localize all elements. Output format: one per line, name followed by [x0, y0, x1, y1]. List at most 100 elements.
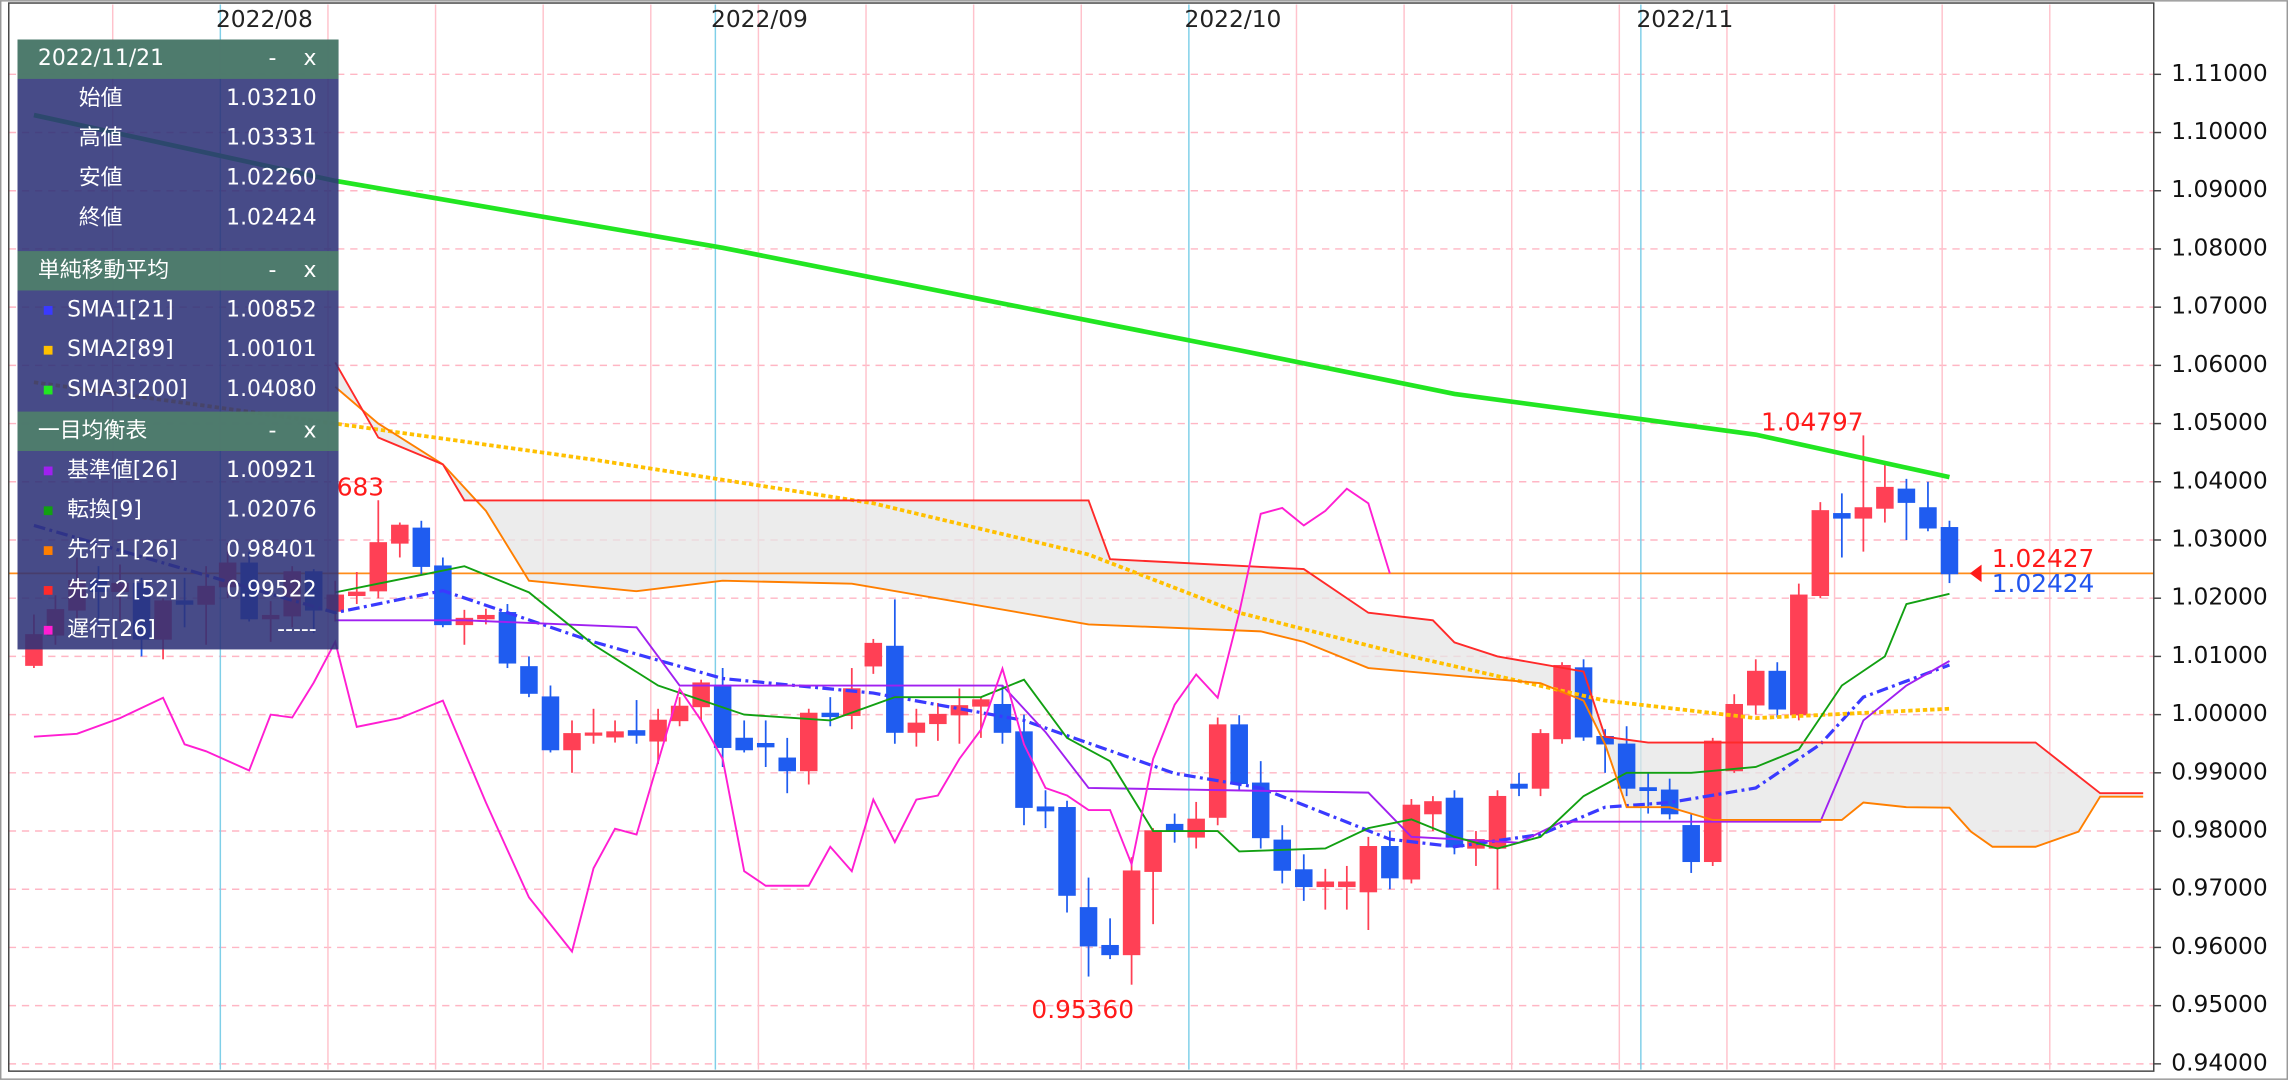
candle-body — [1187, 818, 1205, 838]
row-value: 1.02424 — [226, 205, 316, 230]
candle-body — [434, 565, 452, 626]
annotation: 1.04797 — [1761, 408, 1864, 437]
candle-body — [1230, 724, 1248, 785]
y-tick-label: 0.97000 — [2171, 874, 2267, 902]
candle-body — [1919, 507, 1937, 529]
row-value: 1.02076 — [226, 498, 316, 523]
panel-header — [17, 251, 339, 291]
panel-close[interactable]: x — [304, 258, 317, 283]
candle-body — [1876, 486, 1894, 509]
candle-body — [1940, 527, 1959, 575]
info-panel: 2022/11/21 - x 始値 1.03210 高値 1.03331 安値 1.02260 終… — [17, 39, 339, 650]
legend-label: SMA3[200] — [67, 377, 187, 402]
panel-minimize[interactable]: - — [268, 258, 276, 283]
candle-body — [1122, 870, 1141, 956]
panel-title: 2022/11/21 — [38, 46, 164, 71]
legend-swatch — [43, 586, 53, 595]
row-label: 安値 — [79, 165, 123, 190]
panel-minimize[interactable]: - — [268, 46, 276, 71]
candle-body — [692, 682, 710, 708]
indicator-line — [33, 523, 1951, 849]
panel-close[interactable]: x — [304, 46, 317, 71]
candle-body — [1531, 733, 1550, 789]
candle-body — [907, 722, 926, 733]
y-tick-label: 1.05000 — [2171, 408, 2267, 436]
candle-body — [477, 614, 495, 620]
candle-body — [713, 684, 732, 748]
candle-body — [1682, 825, 1700, 863]
indicator-line — [334, 361, 2144, 795]
y-tick-label: 0.98000 — [2171, 816, 2267, 844]
row-value: 1.04080 — [226, 377, 316, 402]
candle-body — [1747, 670, 1765, 706]
row-label: 終値 — [79, 205, 123, 230]
indicator-line — [33, 112, 1950, 480]
y-tick-label: 1.10000 — [2171, 117, 2267, 145]
row-value: 1.03331 — [226, 126, 316, 151]
row-label: 始値 — [79, 86, 123, 111]
candle-body — [1639, 787, 1657, 792]
candle-body — [886, 645, 904, 733]
price-label: 1.02424 — [1992, 569, 2095, 598]
row-value: 1.03210 — [226, 86, 316, 111]
y-tick-label: 1.03000 — [2171, 524, 2267, 552]
row-value: 1.00921 — [226, 458, 316, 483]
y-tick-label: 1.06000 — [2171, 350, 2267, 378]
candle-body — [1144, 830, 1162, 872]
panel-bg — [17, 39, 339, 650]
candle-body — [348, 591, 366, 597]
x-tick-label: 2022/11 — [1636, 5, 1733, 33]
panel-header — [17, 39, 339, 79]
candle-body — [369, 542, 388, 592]
panel-minimize[interactable]: - — [268, 418, 276, 443]
candle-body — [756, 742, 775, 748]
candle-body — [1768, 670, 1787, 710]
y-tick-label: 1.09000 — [2171, 175, 2267, 203]
legend-swatch — [43, 345, 53, 355]
candle-body — [1079, 907, 1098, 947]
legend-swatch — [43, 506, 53, 516]
candle-body — [1101, 944, 1119, 956]
legend-label: 先行２[52] — [67, 577, 178, 602]
candle-body — [1273, 839, 1292, 871]
candle-body — [1790, 594, 1808, 716]
legend-label: SMA2[89] — [67, 337, 174, 362]
panel-close[interactable]: x — [304, 418, 317, 443]
candle-body — [929, 713, 947, 725]
row-value: 0.98401 — [226, 538, 316, 563]
legend-label: 基準値[26] — [67, 458, 178, 483]
candle-body — [1725, 703, 1743, 772]
legend-swatch — [43, 625, 53, 635]
annotation: 683 — [337, 473, 384, 502]
y-tick-label: 0.96000 — [2171, 932, 2267, 960]
candle-body — [649, 719, 667, 742]
legend-swatch — [43, 466, 53, 476]
plot-area: 1.04797 0.95360 683 — [8, 112, 2154, 1024]
panel-title: 単純移動平均 — [38, 258, 169, 283]
y-tick-label: 1.00000 — [2171, 699, 2267, 727]
candle-body — [1424, 801, 1442, 815]
candle-body — [864, 642, 883, 667]
y-tick-label: 1.08000 — [2171, 233, 2267, 261]
y-tick-label: 0.99000 — [2171, 757, 2267, 785]
candle-body — [1510, 783, 1528, 789]
candle-body — [1316, 881, 1335, 888]
legend-label: 転換[9] — [67, 498, 142, 523]
indicator-line — [335, 565, 1950, 853]
legend-swatch — [43, 385, 53, 395]
y-tick-label: 1.01000 — [2171, 641, 2267, 669]
candle-body — [391, 524, 409, 544]
candle-body — [1854, 507, 1873, 519]
price-marker — [1969, 564, 1982, 583]
candle-body — [1359, 846, 1378, 893]
row-label: 高値 — [79, 126, 123, 151]
candle-body — [1208, 724, 1227, 818]
x-tick-label: 2022/09 — [711, 5, 808, 33]
candle-body — [1617, 743, 1636, 789]
indicator-line — [335, 619, 1950, 844]
candle-body — [606, 731, 624, 738]
row-value: ----- — [277, 617, 316, 642]
candle-body — [498, 612, 517, 664]
y-tick-label: 1.11000 — [2171, 59, 2267, 87]
